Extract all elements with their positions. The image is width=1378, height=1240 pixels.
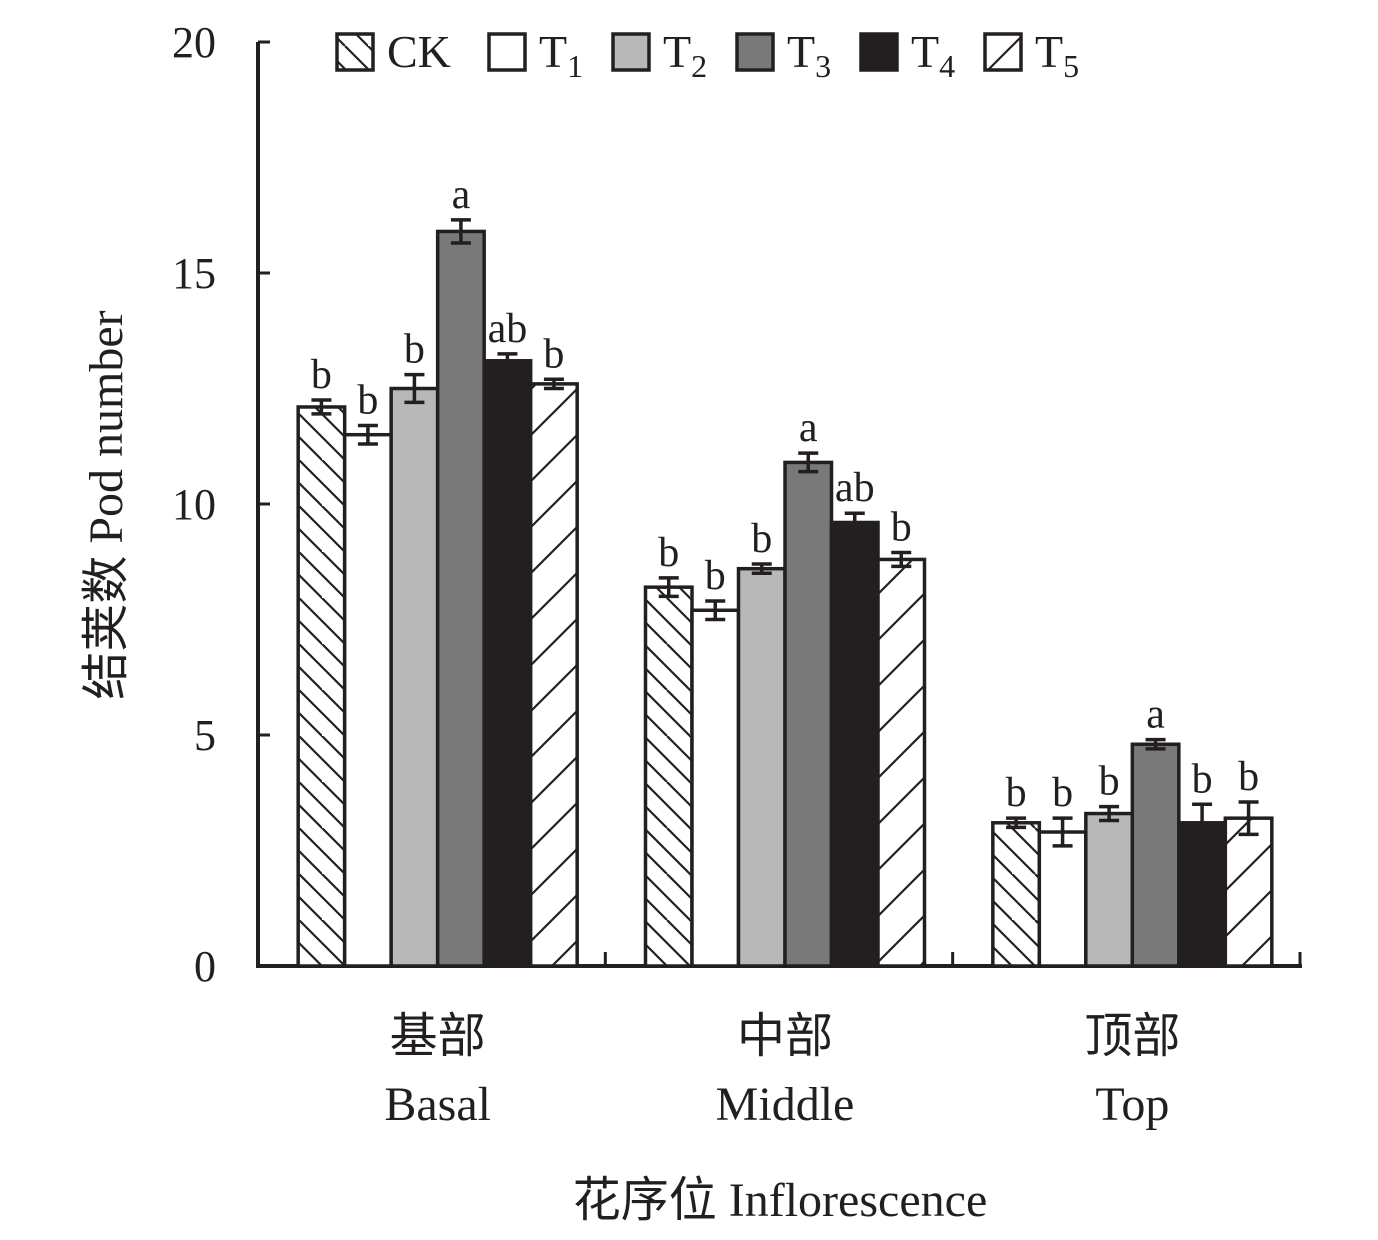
error-bar (705, 599, 726, 622)
bar-t1-middle (690, 608, 741, 968)
y-tick-label: 10 (172, 480, 216, 529)
y-tick-label: 5 (194, 711, 216, 760)
bar-t2-top (1084, 811, 1135, 968)
bar-t1-top (1037, 830, 1088, 968)
bar-t5-basal (528, 382, 579, 968)
error-bar (844, 511, 865, 534)
bar-t2-middle (736, 566, 787, 968)
category-labels: 基部 Basal 中部 Middle 顶部 Top (384, 1010, 1180, 1131)
bar-t5-middle (876, 557, 927, 968)
legend-swatch (611, 32, 651, 72)
significance-label: b (705, 553, 726, 599)
bar-t3-middle (783, 460, 834, 968)
error-bar (1052, 816, 1073, 848)
significance-label: b (658, 530, 679, 576)
error-bar (1099, 804, 1120, 823)
category-label-en: Middle (716, 1078, 855, 1131)
significance-label: b (751, 516, 772, 562)
error-bar (891, 550, 912, 569)
error-bar (751, 562, 772, 576)
significance-label: ab (835, 465, 875, 511)
y-tick-label: 0 (194, 942, 216, 991)
legend-swatch (487, 32, 527, 72)
error-bar (1006, 816, 1027, 830)
error-bar (357, 423, 378, 446)
legend-item: T5 (983, 26, 1079, 84)
bar-t5-top (1223, 816, 1274, 968)
legend: CK T1 T2 T3 T4 T5 (335, 26, 1079, 84)
significance-label: b (1192, 756, 1213, 802)
category-label-zh: 基部 (390, 1010, 486, 1063)
bar-t3-top (1130, 742, 1181, 968)
bar-t1-basal (342, 432, 393, 968)
legend-label: T5 (1035, 26, 1079, 84)
error-bar (1238, 800, 1259, 837)
significance-label: b (404, 327, 425, 373)
bar-t4-basal (482, 359, 533, 968)
y-tick-label: 20 (172, 18, 216, 67)
bar-t4-top (1177, 821, 1228, 968)
significance-label: b (891, 505, 912, 551)
legend-label: CK (387, 26, 451, 77)
error-bar (450, 218, 471, 245)
error-bar (543, 377, 564, 391)
legend-label: T3 (787, 26, 831, 84)
significance-label: ab (488, 306, 528, 352)
significance-label: b (1099, 759, 1120, 805)
bar-t3-basal (435, 229, 486, 968)
legend-swatch (859, 32, 899, 72)
error-bar (1145, 737, 1166, 751)
x-axis-title: 花序位 Inflorescence (573, 1174, 988, 1227)
bar-ck-top (991, 821, 1042, 968)
bar-t2-basal (389, 386, 440, 968)
significance-label: a (799, 405, 818, 451)
legend-label: T4 (911, 26, 955, 84)
legend-item: T3 (735, 26, 831, 84)
y-ticks: 0 5 10 15 20 (172, 18, 270, 991)
significance-label: b (1238, 754, 1259, 800)
significance-label: b (357, 377, 378, 423)
error-bar (1192, 802, 1213, 844)
bar-ck-middle (643, 585, 694, 968)
legend-swatch (735, 32, 775, 72)
legend-item: CK (335, 26, 451, 77)
legend-label: T1 (539, 26, 583, 84)
significance-label: b (1052, 770, 1073, 816)
category-label-zh: 顶部 (1084, 1010, 1180, 1063)
error-bar (798, 451, 819, 474)
legend-item: T2 (611, 26, 707, 84)
bar-t4-middle (829, 520, 880, 968)
significance-label: a (1146, 692, 1165, 738)
significance-label: b (311, 352, 332, 398)
significance-label: b (543, 331, 564, 377)
legend-swatch (335, 32, 375, 72)
error-bar (311, 398, 332, 416)
legend-item: T1 (487, 26, 583, 84)
y-tick-label: 15 (172, 249, 216, 298)
legend-label: T2 (663, 26, 707, 84)
x-ticks (603, 952, 1302, 966)
error-bar (404, 372, 425, 405)
category-label-zh: 中部 (737, 1010, 833, 1063)
error-bar (497, 352, 518, 370)
category-label-en: Top (1095, 1078, 1169, 1131)
error-bar (658, 576, 679, 599)
significance-label: b (1006, 770, 1027, 816)
legend-swatch (983, 32, 1023, 72)
y-axis-title: 结荚数 Pod number (80, 310, 133, 699)
category-label-en: Basal (384, 1078, 491, 1131)
bar-ck-basal (296, 405, 347, 968)
significance-label: a (452, 172, 471, 218)
legend-item: T4 (859, 26, 955, 84)
